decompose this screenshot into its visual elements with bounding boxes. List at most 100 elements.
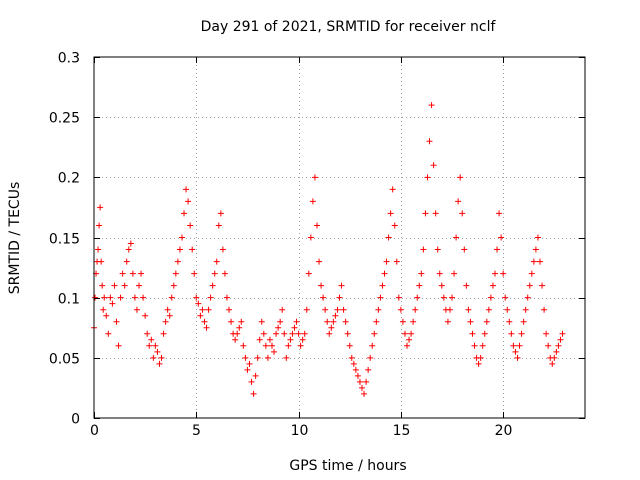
data-point	[536, 258, 543, 265]
data-point	[234, 330, 241, 337]
data-point	[354, 372, 361, 379]
data-point	[356, 378, 363, 385]
data-point	[553, 348, 560, 355]
data-point	[105, 330, 112, 337]
data-point	[324, 318, 331, 325]
y-tick-label: 0.05	[49, 352, 80, 368]
data-point	[252, 372, 259, 379]
data-point	[446, 306, 453, 313]
y-tick-label: 0.2	[58, 171, 80, 187]
x-tick-label: 0	[90, 423, 99, 439]
data-point	[97, 204, 104, 211]
data-point	[221, 270, 228, 277]
data-point	[555, 342, 562, 349]
data-point	[96, 222, 103, 229]
data-point	[524, 294, 531, 301]
data-point	[539, 282, 546, 289]
data-point	[305, 270, 312, 277]
data-point	[328, 324, 335, 331]
data-point	[512, 348, 519, 355]
x-tick-label: 15	[393, 423, 411, 439]
y-axis-tick-labels: 0 0.05 0.1 0.15 0.2 0.25 0.3	[49, 51, 80, 428]
data-point	[158, 354, 165, 361]
data-point	[142, 312, 149, 319]
data-point	[172, 270, 179, 277]
data-point	[491, 270, 498, 277]
data-point	[334, 306, 341, 313]
data-point	[365, 366, 372, 373]
data-point	[379, 282, 386, 289]
data-point	[279, 306, 286, 313]
data-point	[316, 258, 323, 265]
data-point	[467, 318, 474, 325]
grid	[94, 57, 585, 418]
data-point	[330, 318, 337, 325]
data-point	[203, 324, 210, 331]
data-point	[373, 318, 380, 325]
data-point	[494, 246, 501, 253]
data-point	[545, 342, 552, 349]
data-point	[287, 336, 294, 343]
x-axis-tick-labels: 0 5 10 15 20	[90, 423, 512, 439]
plot-frame	[93, 56, 586, 419]
data-point	[248, 378, 255, 385]
data-point	[207, 294, 214, 301]
data-point	[99, 282, 106, 289]
data-point	[183, 186, 190, 193]
data-point	[424, 174, 431, 181]
data-point	[518, 330, 525, 337]
data-point	[387, 210, 394, 217]
data-point	[164, 306, 171, 313]
data-point	[506, 318, 513, 325]
data-point	[318, 282, 325, 289]
data-point	[146, 342, 153, 349]
data-point	[189, 246, 196, 253]
data-point	[522, 306, 529, 313]
data-point	[313, 222, 320, 229]
data-point	[129, 270, 136, 277]
data-point	[557, 336, 564, 343]
data-point	[449, 294, 456, 301]
data-point	[187, 222, 194, 229]
y-axis-label: SRMTID / TECUs	[7, 182, 23, 295]
data-point	[117, 294, 124, 301]
data-point	[242, 354, 249, 361]
data-point	[95, 246, 102, 253]
data-point	[144, 330, 151, 337]
data-point	[336, 294, 343, 301]
data-point	[461, 246, 468, 253]
data-point	[301, 330, 308, 337]
data-point	[303, 306, 310, 313]
data-point	[127, 240, 134, 247]
data-point	[440, 294, 447, 301]
data-point	[514, 354, 521, 361]
data-point	[551, 354, 558, 361]
data-point	[498, 234, 505, 241]
data-point	[246, 360, 253, 367]
x-tick-label: 5	[192, 423, 201, 439]
data-point	[451, 270, 458, 277]
data-point	[148, 336, 155, 343]
data-point	[361, 390, 368, 397]
data-point	[418, 270, 425, 277]
data-point	[170, 282, 177, 289]
data-point	[483, 318, 490, 325]
data-point	[520, 318, 527, 325]
data-point	[211, 270, 218, 277]
data-point	[283, 354, 290, 361]
data-point	[471, 342, 478, 349]
data-point	[487, 294, 494, 301]
data-point	[101, 294, 108, 301]
data-point	[193, 294, 200, 301]
data-point	[469, 330, 476, 337]
data-point	[459, 210, 466, 217]
data-point	[307, 234, 314, 241]
data-point	[262, 342, 269, 349]
data-point	[166, 312, 173, 319]
data-point	[496, 210, 503, 217]
data-point	[133, 306, 140, 313]
x-tick-label: 10	[291, 423, 309, 439]
data-point	[404, 342, 411, 349]
data-point	[391, 222, 398, 229]
